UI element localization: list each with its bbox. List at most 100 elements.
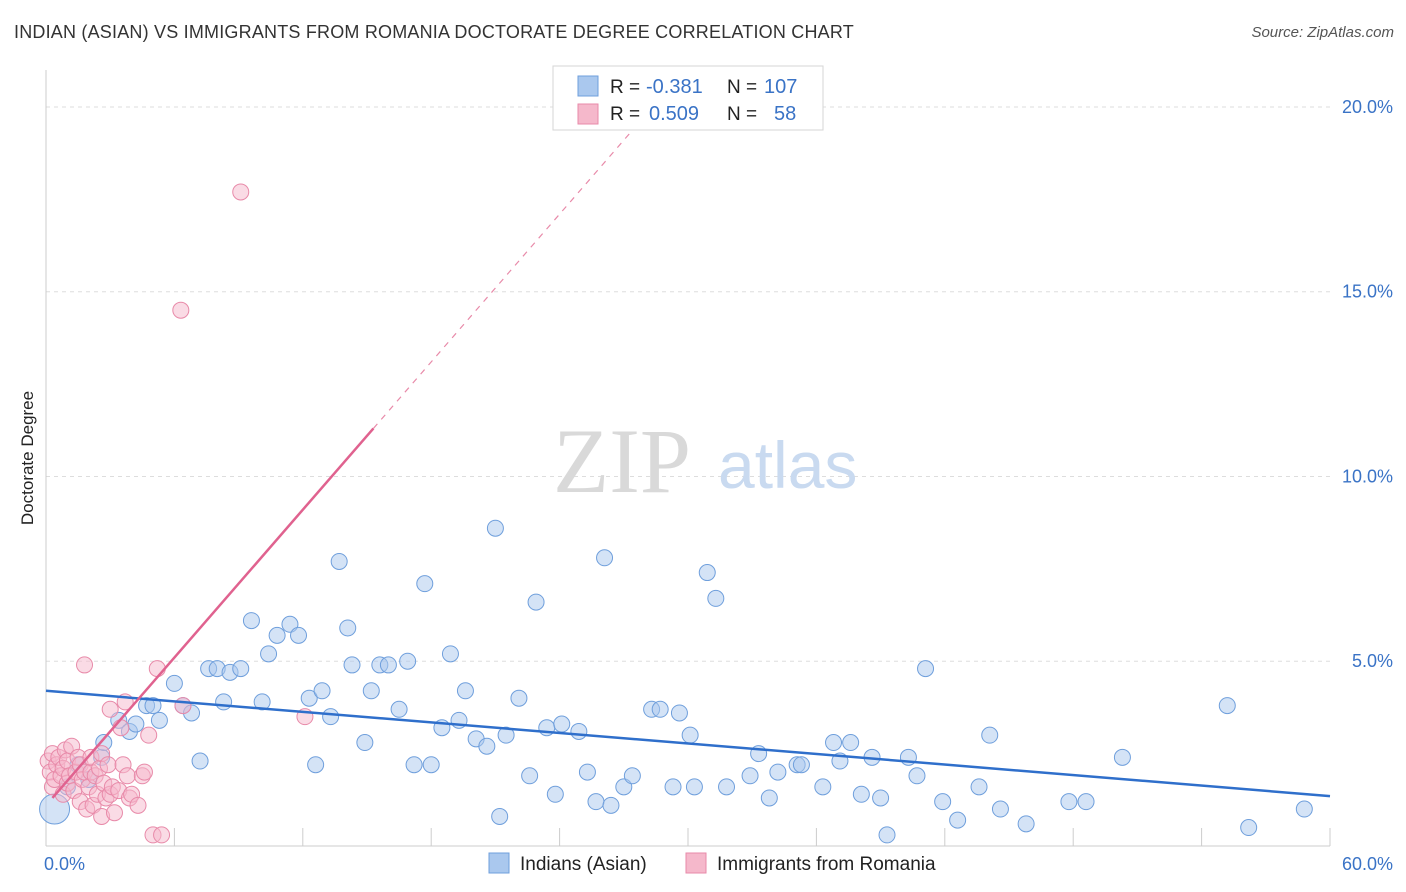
series-indians-asian [39,519,1313,844]
point-indians-54 [527,593,545,611]
point-indians-69 [681,726,699,744]
point-indians-81 [825,734,843,752]
point-indians-12 [165,674,183,692]
y-tick-label-3: 20.0% [1342,97,1393,117]
point-indians-95 [991,800,1009,818]
point-indians-29 [313,682,331,700]
point-indians-42 [422,756,440,774]
tick-labels: 5.0% 10.0% 15.0% 20.0% 0.0% 60.0% [44,97,1393,874]
point-indians-31 [330,552,348,570]
point-indians-72 [707,589,725,607]
point-indians-100 [1218,697,1236,715]
point-indians-76 [760,789,778,807]
point-indians-26 [290,626,308,644]
point-indians-68 [670,704,688,722]
point-indians-10 [144,697,162,715]
y-tick-label-0: 5.0% [1352,651,1393,671]
legend-n-value-2: 58 [774,103,796,125]
point-indians-48 [478,737,496,755]
point-indians-79 [792,756,810,774]
point-indians-56 [546,785,564,803]
series-immigrants-romania [39,183,314,844]
point-romania-50 [140,726,158,744]
y-tick-label-1: 10.0% [1342,466,1393,486]
point-romania-55 [174,697,192,715]
point-indians-32 [339,619,357,637]
trend-line-romania [51,427,375,799]
point-indians-73 [718,778,736,796]
point-indians-97 [1060,793,1078,811]
y-tick-label-2: 15.0% [1342,282,1393,302]
point-romania-44 [118,767,136,785]
point-indians-91 [934,793,952,811]
point-indians-35 [362,682,380,700]
point-indians-89 [908,767,926,785]
point-indians-49 [486,519,504,537]
point-indians-8 [127,715,145,733]
legend-r-label-2: R = [610,104,640,125]
point-indians-92 [949,811,967,829]
point-romania-35 [99,756,117,774]
point-indians-46 [456,682,474,700]
point-indians-84 [852,785,870,803]
point-indians-51 [497,726,515,744]
point-indians-40 [405,756,423,774]
legend-r-label-1: R = [610,77,640,98]
point-indians-83 [842,734,860,752]
point-indians-53 [521,767,539,785]
point-romania-39 [105,804,123,822]
point-indians-22 [253,693,271,711]
x-tick-label-0: 0.0% [44,854,85,874]
point-indians-86 [872,789,890,807]
point-indians-52 [510,689,528,707]
point-romania-49 [135,763,153,781]
point-romania-37 [101,700,119,718]
trend-line-indians [45,689,1331,798]
point-indians-58 [570,722,588,740]
point-indians-96 [1017,815,1035,833]
point-romania-53 [153,826,171,844]
point-indians-34 [356,734,374,752]
point-indians-20 [232,660,250,678]
point-indians-74 [741,767,759,785]
point-indians-33 [343,656,361,674]
legend-n-label-2: N = [727,104,757,125]
point-indians-70 [685,778,703,796]
point-romania-22 [76,656,94,674]
point-indians-67 [664,778,682,796]
point-romania-47 [129,796,147,814]
y-axis-title: Doctorate Degree [18,391,37,525]
point-indians-24 [268,626,286,644]
point-romania-52 [148,660,166,678]
stats-legend: R = -0.381 N = 107 R = 0.509 N = 58 [552,65,824,131]
point-indians-18 [215,693,233,711]
point-indians-50 [491,807,509,825]
point-indians-99 [1113,748,1131,766]
point-indians-90 [917,660,935,678]
point-indians-77 [769,763,787,781]
point-indians-98 [1077,793,1095,811]
point-indians-44 [441,645,459,663]
point-indians-61 [596,549,614,567]
point-romania-54 [172,301,190,319]
point-indians-39 [399,652,417,670]
watermark-atlas: atlas [718,428,857,502]
point-indians-41 [416,575,434,593]
legend-bottom-swatch-pink [685,852,707,874]
point-indians-64 [623,767,641,785]
legend-bottom-label-pink: Immigrants from Romania [717,854,936,875]
legend-r-value-2: 0.509 [649,103,699,125]
point-indians-87 [878,826,896,844]
point-indians-93 [970,778,988,796]
legend-n-label-1: N = [727,77,757,98]
legend-bottom-swatch-blue [488,852,510,874]
legend-swatch-pink [577,103,599,125]
legend-swatch-blue [577,75,599,97]
legend-n-value-1: 107 [764,76,797,98]
point-indians-62 [602,796,620,814]
point-indians-15 [191,752,209,770]
point-indians-60 [587,793,605,811]
point-indians-71 [698,564,716,582]
point-indians-37 [379,656,397,674]
point-indians-94 [981,726,999,744]
